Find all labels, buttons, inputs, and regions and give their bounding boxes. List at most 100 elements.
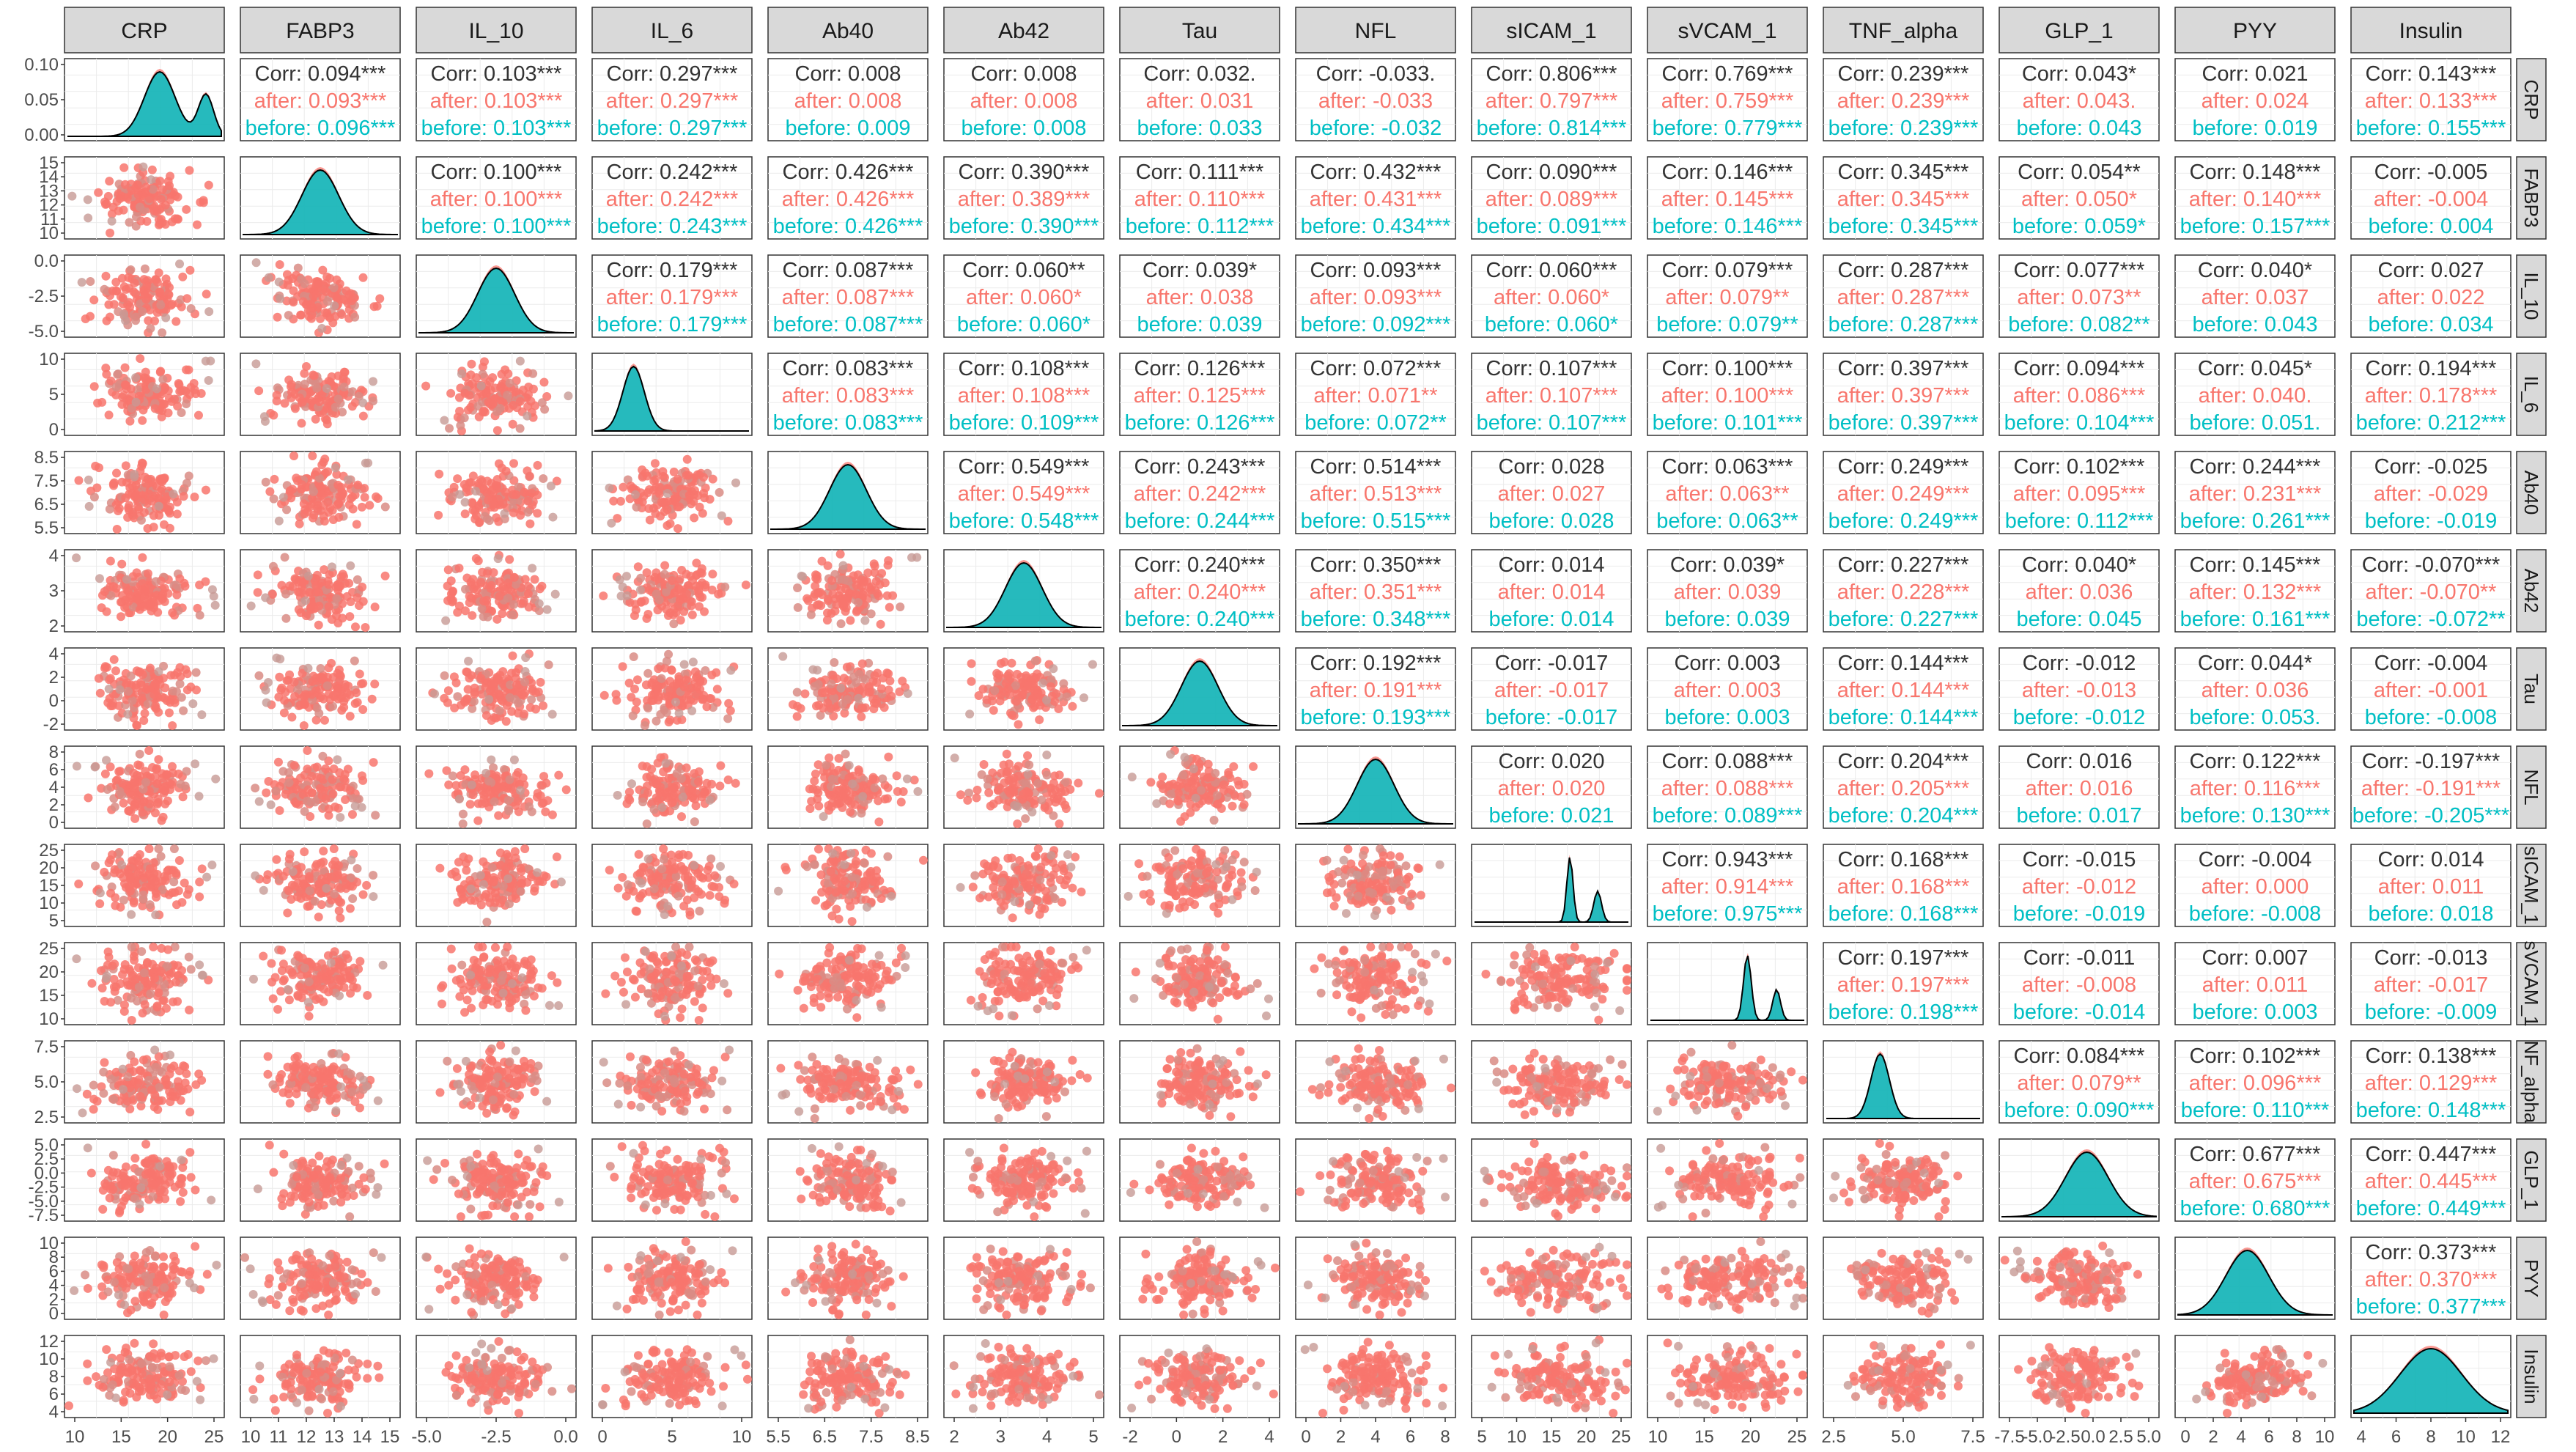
scatter-point bbox=[350, 622, 360, 632]
scatter-point bbox=[181, 665, 191, 674]
scatter-outlier bbox=[613, 791, 622, 800]
scatter-point bbox=[877, 569, 887, 578]
scatter-point bbox=[660, 561, 670, 570]
scatter-point bbox=[93, 398, 103, 408]
scatter-point bbox=[300, 279, 309, 289]
corr-before: before: 0.100*** bbox=[421, 215, 572, 238]
scatter-outlier bbox=[838, 561, 848, 570]
panel bbox=[591, 254, 753, 338]
scatter-point bbox=[345, 786, 355, 795]
scatter-point bbox=[448, 586, 457, 596]
scatter-outlier bbox=[131, 397, 141, 407]
corr-after: after: 0.003 bbox=[1674, 679, 1782, 702]
scatter-point bbox=[509, 508, 518, 517]
scatter-point bbox=[1014, 720, 1023, 729]
scatter-point bbox=[1027, 694, 1037, 704]
scatter-point bbox=[497, 463, 506, 473]
scatter-point bbox=[150, 316, 160, 325]
corr-before: before: -0.019 bbox=[2365, 509, 2498, 533]
scatter-outlier bbox=[122, 575, 132, 584]
scatter-point bbox=[835, 550, 845, 559]
scatter-point bbox=[485, 686, 495, 696]
scatter-point bbox=[646, 772, 655, 781]
corr-total: Corr: 0.111*** bbox=[1136, 161, 1264, 184]
corr-before: before: 0.179*** bbox=[597, 313, 748, 336]
row-strip-label: NF_alpha bbox=[2520, 1041, 2542, 1124]
scatter-point bbox=[300, 807, 309, 817]
scatter-point bbox=[491, 481, 501, 490]
scatter-point bbox=[302, 362, 311, 372]
panel bbox=[1647, 156, 1808, 240]
scatter-point bbox=[508, 610, 517, 619]
corr-after: after: 0.426*** bbox=[782, 188, 915, 211]
scatter-point bbox=[300, 699, 309, 709]
scatter-point bbox=[281, 789, 290, 799]
scatter-outlier bbox=[95, 574, 104, 583]
scatter-point bbox=[275, 806, 284, 815]
scatter-point bbox=[489, 500, 498, 509]
scatter-point bbox=[1059, 679, 1069, 688]
corr-total: Corr: 0.244*** bbox=[2190, 455, 2321, 479]
scatter-point bbox=[515, 397, 525, 406]
scatter-point bbox=[119, 163, 129, 172]
scatter-point bbox=[505, 378, 514, 388]
scatter-point bbox=[114, 506, 123, 516]
scatter-point bbox=[156, 366, 166, 376]
scatter-point bbox=[537, 799, 547, 808]
scatter-point bbox=[844, 577, 853, 586]
scatter-outlier bbox=[254, 797, 264, 806]
panel bbox=[1647, 353, 1808, 436]
scatter-point bbox=[273, 312, 282, 322]
scatter-outlier bbox=[467, 780, 476, 789]
row-strip bbox=[2516, 1138, 2547, 1222]
corr-after: after: 0.060* bbox=[966, 286, 1082, 309]
corr-after: after: 0.110*** bbox=[1134, 188, 1265, 211]
panel bbox=[767, 58, 929, 141]
scatter-outlier bbox=[251, 258, 261, 268]
scatter-point bbox=[281, 589, 291, 599]
corr-after: after: 0.071** bbox=[1313, 384, 1437, 408]
scatter-point bbox=[127, 404, 136, 413]
scatter-point bbox=[857, 659, 867, 668]
row-strip bbox=[2516, 647, 2547, 731]
corr-after: after: 0.103*** bbox=[430, 89, 563, 113]
scatter-point bbox=[273, 757, 283, 767]
scatter-point bbox=[147, 476, 157, 486]
corr-total: Corr: 0.094*** bbox=[255, 62, 386, 86]
corr-after: after: 0.351*** bbox=[1310, 581, 1442, 604]
scatter-point bbox=[124, 597, 133, 606]
scatter-point bbox=[289, 452, 299, 460]
column-strip bbox=[2350, 7, 2512, 54]
scatter-point bbox=[182, 204, 191, 214]
corr-total: Corr: 0.179*** bbox=[607, 259, 738, 282]
panel bbox=[2350, 254, 2512, 338]
panel bbox=[1823, 156, 1984, 240]
scatter-point bbox=[448, 771, 457, 781]
scatter-point bbox=[681, 675, 690, 685]
scatter-point bbox=[527, 807, 536, 817]
scatter-point bbox=[149, 523, 158, 532]
corr-before: before: 0.043 bbox=[2193, 313, 2318, 336]
scatter-outlier bbox=[550, 589, 560, 599]
scatter-point bbox=[289, 286, 298, 295]
scatter-point bbox=[155, 219, 165, 229]
scatter-point bbox=[486, 386, 495, 395]
scatter-point bbox=[337, 687, 347, 696]
scatter-point bbox=[458, 809, 468, 819]
scatter-point bbox=[698, 473, 708, 482]
scatter-point bbox=[303, 746, 312, 755]
scatter-outlier bbox=[188, 699, 198, 709]
scatter-point bbox=[465, 800, 475, 809]
scatter-point bbox=[124, 273, 133, 282]
corr-total: Corr: 0.003 bbox=[1674, 652, 1780, 675]
scatter-point bbox=[133, 385, 142, 394]
scatter-point bbox=[654, 595, 664, 605]
scatter-point bbox=[479, 597, 489, 606]
scatter-point bbox=[525, 471, 534, 481]
scatter-point bbox=[118, 393, 128, 402]
corr-after: after: 0.125*** bbox=[1134, 384, 1266, 408]
corr-total: Corr: 0.143*** bbox=[2366, 62, 2497, 86]
scatter-point bbox=[471, 554, 481, 564]
scatter-point bbox=[508, 651, 517, 660]
scatter-point bbox=[202, 290, 211, 299]
